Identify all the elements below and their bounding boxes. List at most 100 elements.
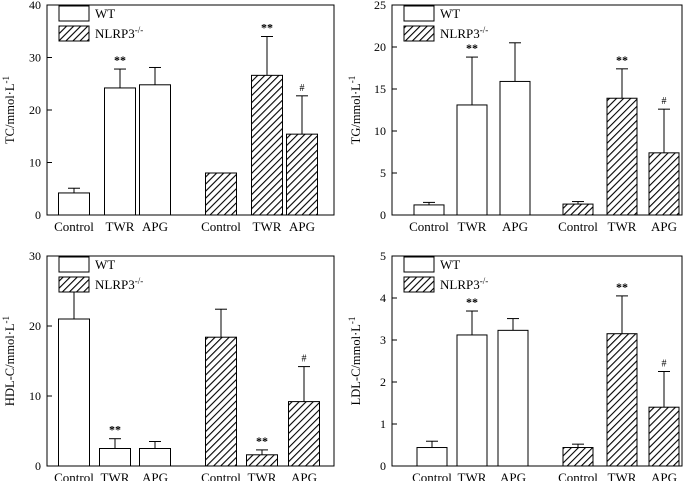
hdl-c-category-label: Control bbox=[54, 470, 94, 481]
tc-bar-wt-0 bbox=[58, 192, 90, 216]
ldl-c-legend-label-ko: NLRP3-/- bbox=[440, 276, 488, 292]
tg-ytick-label: 25 bbox=[374, 0, 386, 12]
tc-legend-swatch-wt bbox=[58, 5, 90, 22]
tg-category-label: APG bbox=[502, 219, 528, 234]
tg-sig-mark: ** bbox=[466, 41, 478, 55]
hdl-c-category-label: APG bbox=[291, 470, 317, 481]
tc-category-label: APG bbox=[289, 219, 315, 234]
tc-bar-ko-0 bbox=[205, 172, 237, 216]
tc-category-label: TWR bbox=[253, 219, 282, 234]
tc-category-label: Control bbox=[54, 219, 94, 234]
hdl-c-ytick-label: 30 bbox=[29, 249, 41, 263]
hdl-c-category-label: APG bbox=[142, 470, 168, 481]
ldl-c-category-label: Control bbox=[558, 470, 598, 481]
tg-category-label: TWR bbox=[458, 219, 487, 234]
tg-sig-mark: # bbox=[662, 96, 667, 107]
ldl-c-ytick-label: 5 bbox=[380, 249, 386, 263]
tg-bar-ko-2 bbox=[648, 152, 680, 216]
ldl-c-legend-sup: -/- bbox=[480, 276, 489, 286]
tc-ytick-label: 30 bbox=[29, 51, 41, 65]
tc-sig-mark: # bbox=[300, 83, 305, 94]
tg-category-label: TWR bbox=[608, 219, 637, 234]
hdl-c-legend-sup: -/- bbox=[135, 276, 144, 286]
tg-ytick-label: 10 bbox=[374, 124, 386, 138]
ldl-c-axes-frame bbox=[391, 255, 683, 467]
ldl-c-sig-mark: # bbox=[662, 359, 667, 370]
ldl-c-ytick-label: 3 bbox=[380, 333, 386, 347]
tg-legend-label-ko: NLRP3-/- bbox=[440, 25, 488, 41]
hdl-c-legend-swatch-ko bbox=[58, 276, 90, 293]
tc-ytick-label: 20 bbox=[29, 103, 41, 117]
tc-ylabel: TC/mmol·L-1 bbox=[1, 76, 17, 144]
tg-ylabel-sup: -1 bbox=[347, 76, 357, 84]
tc-bar-wt-2 bbox=[139, 84, 171, 216]
hdl-c-sig-mark: # bbox=[302, 354, 307, 365]
ldl-c-sig-mark: ** bbox=[616, 280, 628, 294]
tg-legend-sup: -/- bbox=[480, 25, 489, 35]
tc-ytick-label: 40 bbox=[29, 0, 41, 12]
tg-ytick-label: 5 bbox=[380, 166, 386, 180]
hdl-c-category-label: TWR bbox=[248, 470, 277, 481]
tg-legend-label-wt: WT bbox=[440, 6, 460, 21]
tg-ylabel: TG/mmol·L-1 bbox=[347, 76, 363, 145]
hdl-c-sig-mark: ** bbox=[109, 423, 121, 437]
tc-bar-ko-2 bbox=[286, 133, 318, 216]
ldl-c-ylabel-sup: -1 bbox=[347, 317, 357, 325]
tc-category-label: TWR bbox=[106, 219, 135, 234]
tg-bar-ko-1 bbox=[606, 97, 638, 216]
ldl-c-category-label: APG bbox=[651, 470, 677, 481]
hdl-c-bar-wt-0 bbox=[58, 318, 90, 467]
ldl-c-bar-wt-2 bbox=[497, 329, 529, 467]
ldl-c-sig-mark: ** bbox=[466, 295, 478, 309]
tc-sig-mark: ** bbox=[261, 21, 273, 35]
tg-bar-wt-2 bbox=[499, 80, 531, 216]
tc-category-label: Control bbox=[201, 219, 241, 234]
hdl-c-ytick-label: 20 bbox=[29, 319, 41, 333]
hdl-c-bar-ko-0 bbox=[205, 336, 237, 467]
hdl-c-legend-swatch-wt bbox=[58, 256, 90, 273]
tc-ylabel-sup: -1 bbox=[1, 76, 11, 84]
tg-ytick-label: 15 bbox=[374, 82, 386, 96]
tg-bar-wt-0 bbox=[413, 204, 445, 216]
tc-legend-label-wt: WT bbox=[95, 6, 115, 21]
tg-bar-wt-1 bbox=[456, 104, 488, 216]
ldl-c-category-label: APG bbox=[500, 470, 526, 481]
hdl-c-ytick-label: 0 bbox=[35, 459, 41, 473]
ldl-c-legend-label-wt: WT bbox=[440, 257, 460, 272]
tc-sig-mark: ** bbox=[114, 53, 126, 67]
ldl-c-bar-ko-0 bbox=[562, 447, 594, 467]
tg-legend-swatch-ko bbox=[403, 25, 435, 42]
ldl-c-legend-swatch-ko bbox=[403, 276, 435, 293]
hdl-c-legend-label-ko: NLRP3-/- bbox=[95, 276, 143, 292]
hdl-c-sig-mark: ** bbox=[256, 434, 268, 448]
hdl-c-category-label: Control bbox=[201, 470, 241, 481]
ldl-c-ytick-label: 1 bbox=[380, 417, 386, 431]
hdl-c-ylabel: HDL-C/mmol·L-1 bbox=[1, 316, 17, 406]
tg-ytick-label: 0 bbox=[380, 208, 386, 222]
ldl-c-bar-wt-0 bbox=[416, 447, 448, 467]
ldl-c-bar-wt-1 bbox=[456, 334, 488, 467]
ldl-c-bar-ko-1 bbox=[606, 333, 638, 467]
ldl-c-ytick-label: 2 bbox=[380, 375, 386, 389]
tc-bar-ko-1 bbox=[251, 74, 283, 216]
tc-legend-label-ko: NLRP3-/- bbox=[95, 25, 143, 41]
tc-ytick-label: 10 bbox=[29, 156, 41, 170]
tg-category-label: Control bbox=[558, 219, 598, 234]
ldl-c-category-label: TWR bbox=[608, 470, 637, 481]
tc-legend-sup: -/- bbox=[135, 25, 144, 35]
tg-axes-frame bbox=[391, 4, 683, 216]
hdl-c-bar-ko-1 bbox=[246, 454, 278, 467]
hdl-c-legend-label-wt: WT bbox=[95, 257, 115, 272]
ldl-c-category-label: Control bbox=[412, 470, 452, 481]
tc-category-label: APG bbox=[142, 219, 168, 234]
tc-bar-wt-1 bbox=[104, 87, 136, 216]
ldl-c-ytick-label: 0 bbox=[380, 459, 386, 473]
hdl-c-axes-frame bbox=[46, 255, 335, 467]
hdl-c-ytick-label: 10 bbox=[29, 389, 41, 403]
tg-category-label: APG bbox=[651, 219, 677, 234]
ldl-c-category-label: TWR bbox=[458, 470, 487, 481]
tg-ytick-label: 20 bbox=[374, 40, 386, 54]
tg-legend-swatch-wt bbox=[403, 5, 435, 22]
